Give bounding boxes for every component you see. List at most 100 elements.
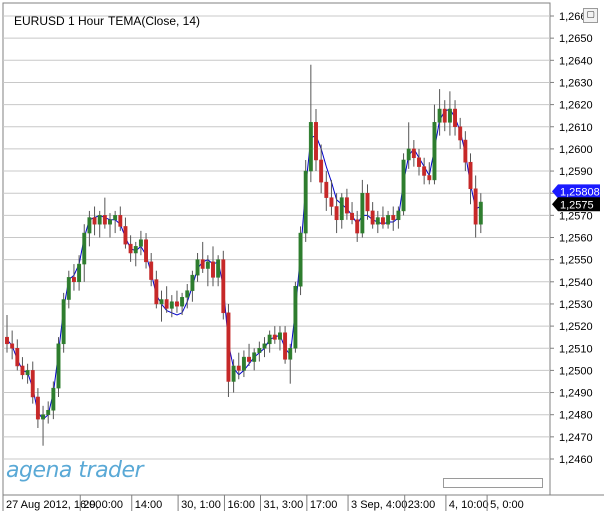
candle-body — [339, 197, 344, 221]
candle — [195, 253, 200, 282]
candle — [355, 210, 360, 242]
candle — [72, 264, 76, 291]
candle-body — [344, 197, 349, 214]
candle — [118, 206, 123, 231]
candle-body — [102, 215, 107, 225]
chart-scrollbar[interactable] — [443, 478, 543, 488]
candle-body — [386, 215, 391, 225]
x-tick-label: 3 Sep, 4:00 — [351, 499, 407, 511]
candle-body — [41, 414, 45, 420]
candle-body — [365, 192, 370, 212]
candle — [314, 109, 318, 172]
candle — [417, 148, 421, 176]
candle-body — [30, 370, 35, 398]
candle — [169, 295, 174, 318]
y-tick-label: 1,2500 — [559, 365, 593, 377]
candle — [82, 224, 87, 282]
candle-body — [154, 279, 159, 305]
candle-body — [123, 226, 128, 245]
candle-body — [396, 210, 401, 221]
candle — [308, 64, 313, 183]
candle-body — [314, 122, 318, 161]
candle-body — [72, 277, 76, 283]
candle — [231, 359, 236, 393]
candle-body — [92, 217, 97, 225]
candle-body — [247, 356, 252, 362]
candle — [113, 210, 118, 234]
candle-body — [422, 166, 427, 176]
candle-body — [231, 365, 236, 382]
candle-body — [391, 215, 396, 221]
candle — [102, 197, 107, 229]
candle-body — [20, 365, 25, 376]
candle-body — [468, 161, 473, 190]
candle — [267, 330, 272, 353]
candle-body — [77, 263, 82, 283]
y-tick-label: 1,2460 — [559, 454, 593, 466]
candle-body — [463, 139, 468, 163]
agena-trader-logo: agena trader — [6, 458, 144, 483]
plot-area — [2, 2, 551, 496]
y-tick-label: 1,2510 — [559, 343, 593, 355]
candle — [92, 206, 97, 236]
candle-body — [272, 334, 277, 340]
candle-body — [118, 215, 123, 227]
candle-body — [437, 108, 442, 123]
x-tick-label: 17:00 — [310, 499, 338, 511]
candle — [478, 193, 483, 234]
candle — [468, 153, 473, 205]
restore-button[interactable]: ▢ — [583, 8, 598, 23]
candle — [303, 159, 308, 242]
candle-body — [473, 188, 478, 225]
candle — [319, 144, 324, 194]
candle-body — [360, 192, 365, 234]
candle-body — [417, 157, 421, 167]
candle — [283, 326, 288, 364]
candle — [180, 292, 185, 316]
candle-body — [175, 301, 179, 307]
candle — [386, 210, 391, 229]
candle — [247, 343, 252, 366]
candle-body — [370, 210, 375, 225]
candle — [133, 241, 138, 267]
x-tick-label: 14:00 — [135, 499, 163, 511]
candle-body — [355, 219, 360, 234]
candle-body — [200, 259, 205, 269]
candle — [458, 117, 463, 149]
candle — [406, 122, 411, 169]
candle — [442, 100, 447, 132]
grid — [3, 15, 550, 460]
candle-body — [350, 212, 355, 221]
candle-body — [5, 336, 9, 345]
y-tick-label: 1,2590 — [559, 166, 593, 178]
candle-body — [113, 215, 118, 221]
candle — [221, 250, 226, 320]
x-tick-label: 5, 0:00 — [490, 499, 524, 511]
y-tick-label: 1,2600 — [559, 144, 593, 156]
candle-body — [149, 261, 154, 280]
candle — [175, 290, 179, 313]
y-tick-label: 1,2630 — [559, 77, 593, 89]
y-tick-label: 1,2540 — [559, 277, 593, 289]
candle — [365, 184, 370, 220]
candle-body — [432, 122, 437, 181]
candle-body — [180, 297, 185, 307]
candle-body — [66, 277, 71, 300]
candle — [35, 388, 40, 428]
candle-body — [283, 332, 288, 360]
y-tick-label: 1,2550 — [559, 255, 593, 267]
candle-body — [97, 215, 102, 225]
candle-body — [458, 126, 463, 141]
x-tick-label: 29, 0:00 — [83, 499, 123, 511]
candle-body — [298, 232, 303, 287]
last-price-tag-shape — [552, 197, 600, 212]
candle — [226, 303, 231, 397]
candle-body — [10, 343, 15, 349]
candle-body — [221, 259, 226, 314]
candle — [108, 213, 112, 238]
candle — [252, 348, 257, 371]
candle-body — [303, 170, 308, 234]
